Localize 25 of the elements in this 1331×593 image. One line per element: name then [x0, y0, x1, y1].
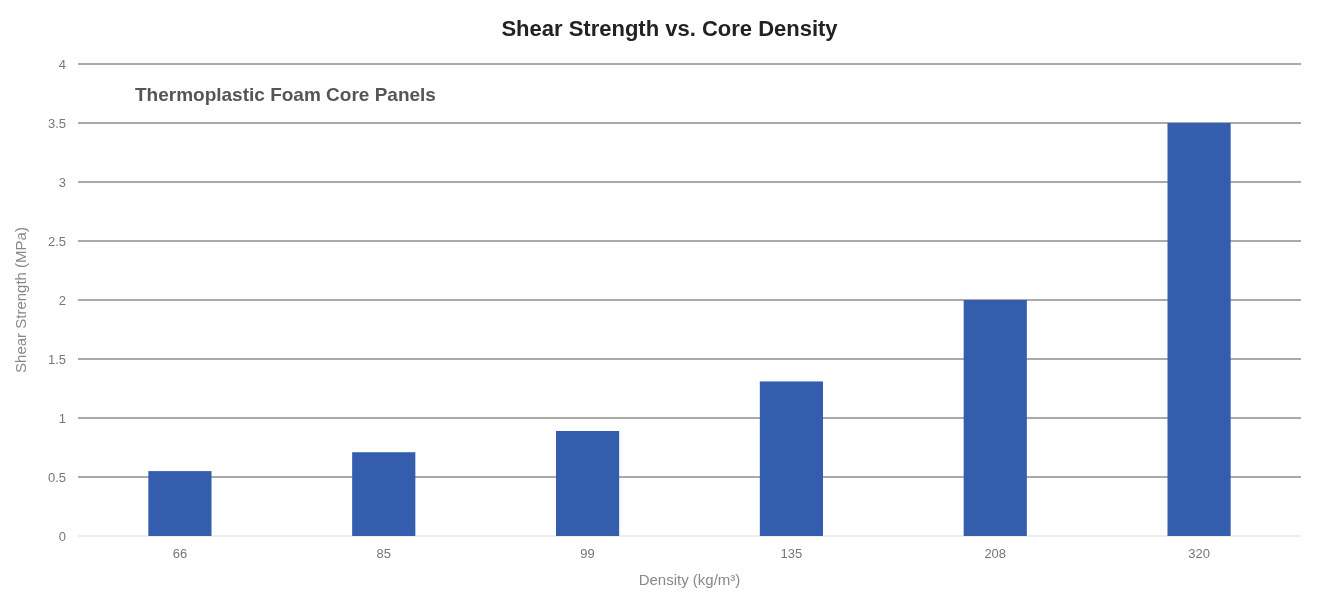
bar: [148, 471, 212, 536]
x-tick-label: 208: [984, 546, 1007, 561]
bar: [759, 381, 824, 536]
x-tick-label: 66: [172, 546, 188, 561]
y-tick-label: 0: [58, 528, 66, 544]
y-tick-label: 3.5: [47, 115, 66, 131]
chart-title: Shear Strength vs. Core Density: [501, 16, 839, 41]
y-tick-label: 1: [58, 410, 66, 426]
y-tick-label: 3: [58, 174, 66, 190]
y-tick-label: 2: [58, 292, 66, 308]
y-tick-label: 2.5: [47, 233, 66, 249]
x-axis-title: Density (kg/m³): [638, 571, 741, 588]
bar: [963, 300, 1027, 536]
bar: [352, 452, 416, 536]
y-tick-label: 1.5: [47, 351, 66, 367]
y-tick-label: 4: [58, 56, 66, 72]
x-tick-label: 99: [580, 546, 595, 561]
x-tick-label: 85: [376, 546, 391, 561]
bar: [1167, 123, 1231, 536]
x-tick-label: 135: [780, 546, 803, 561]
y-axis-title: Shear Strength (MPa): [12, 227, 29, 373]
text: Thermoplastic Foam Core Panels: [135, 84, 436, 105]
x-tick-label: 320: [1188, 546, 1210, 561]
bar: [555, 430, 620, 536]
y-tick-label: 0.5: [47, 469, 66, 485]
